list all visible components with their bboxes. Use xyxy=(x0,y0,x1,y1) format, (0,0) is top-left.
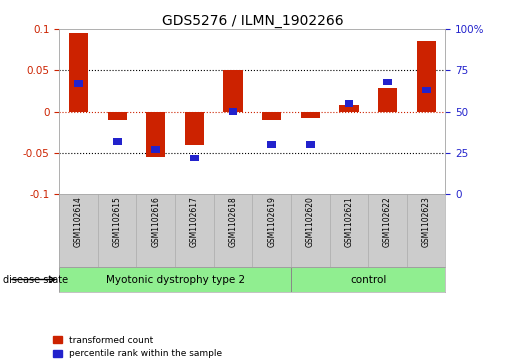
Legend: transformed count, percentile rank within the sample: transformed count, percentile rank withi… xyxy=(54,336,222,359)
Bar xyxy=(378,89,397,111)
Title: GDS5276 / ILMN_1902266: GDS5276 / ILMN_1902266 xyxy=(162,14,343,28)
Bar xyxy=(383,78,392,85)
Text: GSM1102620: GSM1102620 xyxy=(306,196,315,247)
Text: GSM1102618: GSM1102618 xyxy=(229,196,237,247)
Bar xyxy=(69,33,88,111)
Bar xyxy=(113,138,122,144)
Bar xyxy=(345,100,353,107)
Bar xyxy=(59,267,291,292)
Bar xyxy=(229,108,237,115)
Bar xyxy=(146,111,165,157)
Bar xyxy=(224,69,243,111)
Text: control: control xyxy=(350,274,386,285)
Text: GSM1102614: GSM1102614 xyxy=(74,196,83,247)
Text: GSM1102621: GSM1102621 xyxy=(345,196,353,247)
Bar xyxy=(262,111,281,120)
Bar xyxy=(339,105,358,111)
Bar xyxy=(291,267,445,292)
Bar xyxy=(108,111,127,120)
Text: GSM1102617: GSM1102617 xyxy=(190,196,199,247)
Text: GSM1102615: GSM1102615 xyxy=(113,196,122,247)
Bar xyxy=(301,111,320,118)
Text: GSM1102619: GSM1102619 xyxy=(267,196,276,247)
Bar xyxy=(422,87,431,93)
Text: disease state: disease state xyxy=(3,274,67,285)
Text: GSM1102623: GSM1102623 xyxy=(422,196,431,247)
Text: GSM1102616: GSM1102616 xyxy=(151,196,160,247)
Bar xyxy=(190,155,199,161)
Bar xyxy=(306,141,315,148)
Bar xyxy=(417,41,436,111)
Bar xyxy=(267,141,276,148)
Bar xyxy=(185,111,204,144)
Text: GSM1102622: GSM1102622 xyxy=(383,196,392,247)
Bar xyxy=(74,80,83,87)
Text: Myotonic dystrophy type 2: Myotonic dystrophy type 2 xyxy=(106,274,245,285)
Bar xyxy=(151,146,160,153)
